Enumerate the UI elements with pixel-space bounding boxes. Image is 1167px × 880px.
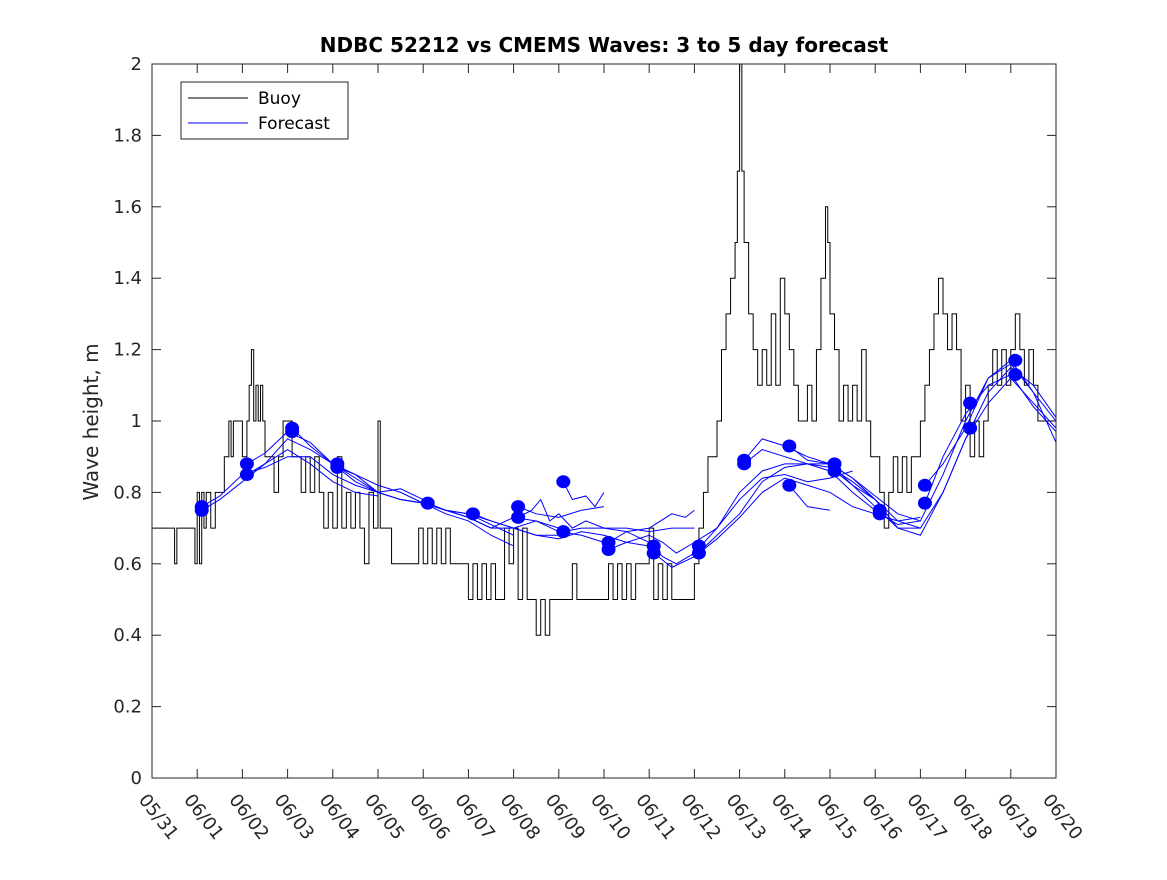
forecast-marker bbox=[1008, 368, 1023, 382]
legend-forecast-label: Forecast bbox=[258, 114, 330, 134]
forecast-marker bbox=[646, 539, 661, 553]
forecast-marker bbox=[917, 478, 932, 492]
y-tick-label: 0.4 bbox=[113, 625, 142, 646]
forecast-series-line bbox=[562, 481, 605, 508]
forecast-marker bbox=[239, 457, 254, 471]
y-tick-label: 1.6 bbox=[113, 197, 142, 218]
y-axis-label: Wave height, m bbox=[79, 343, 103, 500]
forecast-series-line bbox=[924, 373, 1057, 504]
forecast-marker bbox=[963, 396, 978, 410]
legend: Buoy Forecast bbox=[180, 81, 349, 140]
forecast-marker bbox=[1008, 353, 1023, 367]
y-tick-label: 1.4 bbox=[113, 268, 142, 289]
forecast-series-line bbox=[879, 359, 1057, 526]
forecast-marker bbox=[917, 496, 932, 510]
y-tick-label: 0.8 bbox=[113, 482, 142, 503]
forecast-series-line bbox=[201, 456, 424, 508]
forecast-series-line bbox=[472, 513, 650, 547]
y-tick-label: 1.8 bbox=[113, 125, 142, 146]
forecast-series-line bbox=[201, 448, 379, 511]
forecast-series-line bbox=[788, 484, 831, 511]
y-tick-label: 1 bbox=[131, 411, 142, 432]
forecast-marker bbox=[420, 496, 435, 510]
forecast-marker bbox=[737, 457, 752, 471]
forecast-marker bbox=[556, 475, 571, 489]
forecast-series-line bbox=[517, 498, 695, 533]
forecast-series-line bbox=[563, 509, 695, 533]
forecast-marker bbox=[285, 421, 300, 435]
y-tick-label: 1.2 bbox=[113, 340, 142, 361]
forecast-series-line bbox=[924, 363, 1057, 486]
y-tick-label: 0 bbox=[131, 768, 142, 789]
forecast-marker bbox=[556, 525, 571, 539]
forecast-marker bbox=[872, 503, 887, 517]
forecast-marker bbox=[782, 478, 797, 492]
forecast-marker bbox=[511, 500, 526, 514]
forecast-marker bbox=[782, 439, 797, 453]
y-tick-label: 0.6 bbox=[113, 554, 142, 575]
forecast-marker bbox=[465, 507, 480, 521]
forecast-marker bbox=[239, 468, 254, 482]
plot-background bbox=[152, 64, 1056, 778]
plot-area: 00.20.40.60.811.21.41.61.8205/3106/0106/… bbox=[113, 54, 1086, 844]
forecast-series-line bbox=[743, 449, 876, 511]
forecast-marker bbox=[963, 421, 978, 435]
forecast-marker bbox=[691, 539, 706, 553]
y-tick-label: 2 bbox=[131, 54, 142, 75]
legend-box bbox=[180, 81, 349, 140]
forecast-marker bbox=[511, 510, 526, 524]
plot-frame bbox=[151, 63, 1057, 779]
forecast-marker bbox=[194, 500, 209, 514]
legend-buoy-label: Buoy bbox=[258, 89, 301, 109]
buoy-series-line bbox=[152, 63, 1056, 636]
forecast-marker bbox=[827, 457, 842, 471]
chart-title: NDBC 52212 vs CMEMS Waves: 3 to 5 day fo… bbox=[320, 33, 889, 57]
y-tick-label: 0.2 bbox=[113, 697, 142, 718]
forecast-marker bbox=[601, 535, 616, 549]
forecast-marker bbox=[330, 457, 345, 471]
